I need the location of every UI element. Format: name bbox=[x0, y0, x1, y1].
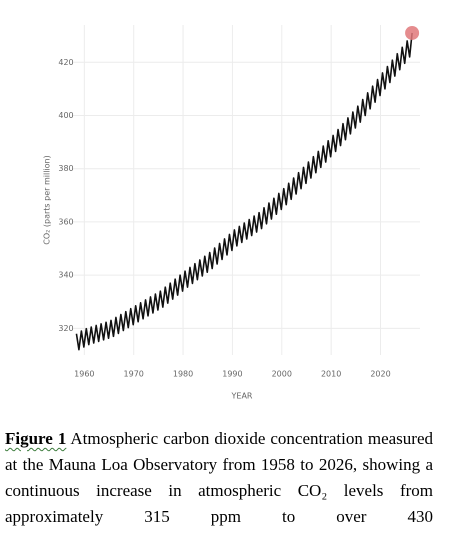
y-tick-label: 400 bbox=[58, 111, 73, 120]
y-tick-label: 380 bbox=[58, 164, 73, 173]
y-axis-label: CO₂ (parts per million) bbox=[43, 155, 52, 244]
y-tick-label: 420 bbox=[58, 58, 73, 67]
x-tick-label: 2010 bbox=[321, 370, 341, 379]
x-tick-label: 2000 bbox=[272, 370, 292, 379]
figure-label: Figure 1 bbox=[5, 429, 67, 448]
y-tick-label: 360 bbox=[58, 217, 73, 226]
end-marker bbox=[405, 25, 420, 40]
caption-text: Atmospheric carbon dioxide concentration… bbox=[5, 429, 433, 526]
x-tick-label: 1970 bbox=[124, 370, 144, 379]
y-tick-label: 340 bbox=[58, 271, 73, 280]
x-tick-label: 1960 bbox=[74, 370, 94, 379]
x-axis-label: YEAR bbox=[231, 392, 253, 401]
x-tick-label: 2020 bbox=[370, 370, 390, 379]
data-line bbox=[75, 32, 413, 351]
x-tick-label: 1990 bbox=[222, 370, 242, 379]
caption: Figure 1 Atmospheric carbon dioxide conc… bbox=[5, 426, 433, 530]
chart: CO₂ (parts per million) YEAR 320 340 360 38… bbox=[43, 25, 420, 401]
y-tick-label: 320 bbox=[58, 324, 73, 333]
x-tick-label: 1980 bbox=[173, 370, 193, 379]
